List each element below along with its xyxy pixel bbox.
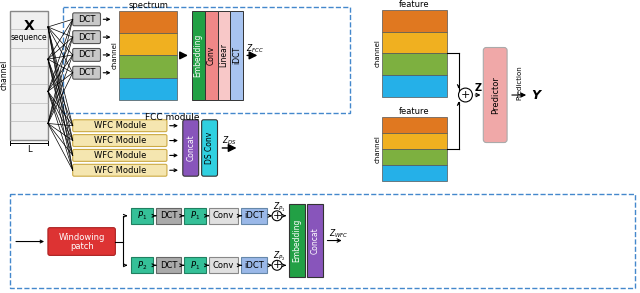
Text: Embedding: Embedding <box>292 219 301 262</box>
Text: iDCT: iDCT <box>244 211 264 220</box>
Text: WFC Module: WFC Module <box>93 136 146 145</box>
Text: $Z_{P_1}$: $Z_{P_1}$ <box>273 200 285 214</box>
Bar <box>131 208 153 224</box>
Bar <box>230 11 243 100</box>
Text: $P_2$: $P_2$ <box>137 259 147 272</box>
Bar <box>10 194 635 288</box>
Bar <box>382 165 447 181</box>
Bar <box>382 149 447 165</box>
Text: $P_1$: $P_1$ <box>137 209 147 222</box>
Bar <box>289 204 305 277</box>
Text: $P_1$: $P_1$ <box>189 259 200 272</box>
Text: FCC module: FCC module <box>145 113 199 122</box>
FancyBboxPatch shape <box>73 164 167 176</box>
FancyBboxPatch shape <box>73 134 167 146</box>
Text: channel: channel <box>374 135 380 163</box>
Bar <box>382 32 447 53</box>
Text: Embedding: Embedding <box>194 34 203 77</box>
Text: DCT: DCT <box>78 15 95 24</box>
Bar <box>382 75 447 97</box>
Text: +: + <box>461 90 470 100</box>
Bar <box>205 11 218 100</box>
Text: sequence: sequence <box>11 33 47 42</box>
FancyBboxPatch shape <box>73 149 167 161</box>
Text: DCT: DCT <box>160 211 177 220</box>
Circle shape <box>272 211 282 221</box>
Bar <box>184 208 205 224</box>
Text: Prediction: Prediction <box>516 65 522 100</box>
FancyBboxPatch shape <box>73 66 100 79</box>
Bar <box>382 53 447 75</box>
Text: feature: feature <box>399 1 429 9</box>
FancyBboxPatch shape <box>48 228 115 255</box>
Bar <box>382 133 447 149</box>
Text: Conv: Conv <box>207 46 216 65</box>
Bar <box>218 11 230 100</box>
FancyBboxPatch shape <box>183 120 198 176</box>
Text: Conv: Conv <box>212 211 234 220</box>
Bar <box>10 11 48 139</box>
Text: iDCT: iDCT <box>244 261 264 270</box>
Text: DCT: DCT <box>78 50 95 59</box>
Text: $Z_{DS}$: $Z_{DS}$ <box>223 135 237 147</box>
Circle shape <box>272 260 282 270</box>
Text: spectrum: spectrum <box>128 1 168 11</box>
FancyBboxPatch shape <box>202 120 218 176</box>
Bar <box>63 7 351 113</box>
Text: patch: patch <box>70 242 93 251</box>
Bar <box>307 204 323 277</box>
Bar <box>119 55 177 78</box>
FancyBboxPatch shape <box>73 13 100 26</box>
Text: channel: channel <box>0 60 9 91</box>
Bar <box>119 33 177 55</box>
Text: $P_1$: $P_1$ <box>189 209 200 222</box>
Bar <box>192 11 205 100</box>
Text: L: L <box>27 145 31 154</box>
Text: Predictor: Predictor <box>491 76 500 114</box>
Text: DCT: DCT <box>78 68 95 77</box>
Bar <box>184 257 205 273</box>
Text: Conv: Conv <box>212 261 234 270</box>
Bar <box>131 257 153 273</box>
Bar <box>156 208 181 224</box>
Text: WFC Module: WFC Module <box>93 121 146 130</box>
FancyBboxPatch shape <box>483 47 507 142</box>
Text: iDCT: iDCT <box>232 46 241 64</box>
FancyBboxPatch shape <box>73 31 100 44</box>
Text: channel: channel <box>111 42 117 69</box>
Text: X: X <box>24 19 35 33</box>
Text: DCT: DCT <box>160 261 177 270</box>
FancyBboxPatch shape <box>73 120 167 132</box>
Text: +: + <box>273 211 282 221</box>
Text: Windowing: Windowing <box>58 233 105 242</box>
Bar <box>382 117 447 133</box>
Text: WFC Module: WFC Module <box>93 166 146 175</box>
Text: Concat: Concat <box>310 227 319 254</box>
Bar <box>241 257 267 273</box>
Text: +: + <box>273 260 282 270</box>
Text: WFC Module: WFC Module <box>93 151 146 160</box>
Text: $Z_{WFC}$: $Z_{WFC}$ <box>328 227 348 240</box>
Bar <box>241 208 267 224</box>
Text: DS Conv: DS Conv <box>205 132 214 164</box>
Bar <box>119 78 177 100</box>
Text: DCT: DCT <box>78 33 95 42</box>
Bar <box>209 257 238 273</box>
Text: Y: Y <box>531 88 540 101</box>
Text: Z: Z <box>475 83 482 93</box>
Bar <box>156 257 181 273</box>
FancyBboxPatch shape <box>73 49 100 61</box>
Text: $Z_{P_2}$: $Z_{P_2}$ <box>273 250 285 263</box>
Bar <box>209 208 238 224</box>
Text: Linear: Linear <box>220 43 228 67</box>
Circle shape <box>458 88 472 102</box>
Text: Concat: Concat <box>186 134 195 161</box>
Text: channel: channel <box>374 40 380 67</box>
Text: $Z_{FCC}$: $Z_{FCC}$ <box>246 42 264 55</box>
Text: feature: feature <box>399 107 429 116</box>
Bar <box>382 10 447 32</box>
Bar <box>119 11 177 33</box>
